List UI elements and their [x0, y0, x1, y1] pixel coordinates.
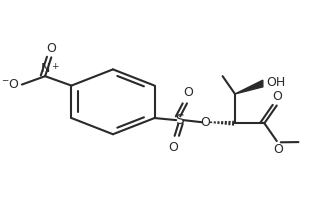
Polygon shape — [235, 80, 263, 94]
Text: +: + — [51, 62, 58, 71]
Text: O: O — [272, 90, 282, 103]
Text: $^{-}$O: $^{-}$O — [1, 78, 21, 91]
Text: O: O — [46, 42, 56, 55]
Text: OH: OH — [266, 76, 285, 89]
Text: O: O — [273, 143, 283, 156]
Text: S: S — [175, 113, 184, 127]
Text: O: O — [184, 86, 194, 99]
Text: N: N — [40, 62, 50, 75]
Text: O: O — [201, 116, 211, 129]
Text: O: O — [168, 141, 178, 154]
